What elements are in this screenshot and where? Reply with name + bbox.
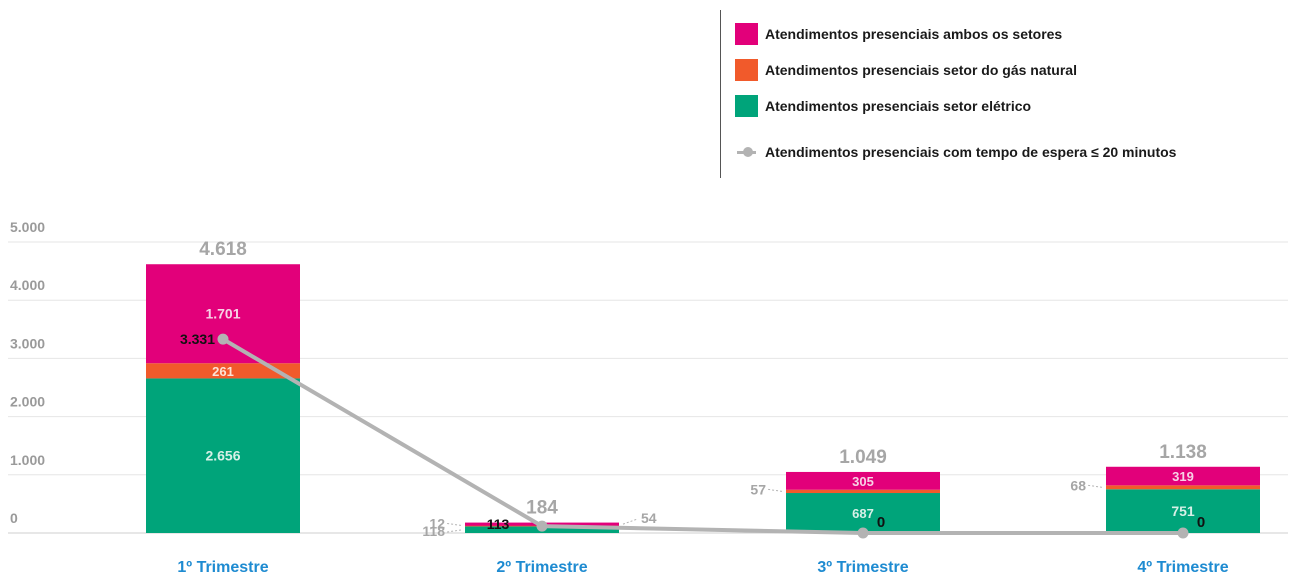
legend-line-swatch <box>735 141 758 163</box>
leader-line <box>446 529 462 533</box>
line-series <box>221 337 1185 535</box>
bar-segment <box>1106 466 1260 486</box>
legend-item: Atendimentos presenciais setor elétrico <box>735 95 1031 117</box>
line-point <box>1177 527 1189 539</box>
legend-item: Atendimentos presenciais setor do gás na… <box>735 59 1077 81</box>
leader-line <box>446 522 462 526</box>
leader-line <box>1087 484 1103 488</box>
bar-value-label: 54 <box>641 510 657 526</box>
line-point <box>857 527 869 539</box>
bar-segment <box>146 264 300 364</box>
bar-total-label: 1.049 <box>839 447 887 468</box>
bar-value-label: 113 <box>487 516 510 532</box>
bar-segment <box>1106 489 1260 533</box>
bar-total-label: 1.138 <box>1159 442 1207 463</box>
bar-segment <box>786 471 940 490</box>
bar-value-label: 2.656 <box>205 448 240 464</box>
line-point <box>217 333 229 345</box>
leader-line <box>767 488 783 492</box>
bar-value-label: 687 <box>852 506 874 521</box>
leader-line <box>622 518 638 525</box>
y-tick-label: 1.000 <box>10 452 45 468</box>
bar-value-label: 57 <box>750 481 766 497</box>
bar-segment <box>146 363 300 379</box>
bar-value-label: 12 <box>429 515 445 531</box>
bar-segment <box>786 493 940 533</box>
y-tick-label: 0 <box>10 510 18 526</box>
bar-segment <box>146 378 300 533</box>
bar-segment <box>786 489 940 494</box>
y-tick-label: 2.000 <box>10 394 45 410</box>
legend-label: Atendimentos presenciais setor elétrico <box>765 98 1032 114</box>
legend-swatch <box>735 23 758 45</box>
category-label: 1º Trimestre <box>177 559 268 575</box>
y-tick-label: 5.000 <box>10 219 45 235</box>
line-value-label: 118 <box>422 523 445 539</box>
line-value-label: 3.331 <box>180 331 215 347</box>
bar-segment <box>1106 485 1260 490</box>
line-value-label: 0 <box>1197 514 1205 531</box>
category-label: 4º Trimestre <box>1137 559 1228 575</box>
category-label: 2º Trimestre <box>496 559 587 575</box>
line-point <box>536 520 548 532</box>
y-tick-label: 4.000 <box>10 277 45 293</box>
legend-item: Atendimentos presenciais ambos os setore… <box>735 23 1062 45</box>
legend-line-marker <box>743 147 753 157</box>
bar-value-label: 751 <box>1171 503 1195 519</box>
chart-legend: Atendimentos presenciais ambos os setore… <box>720 10 1291 178</box>
bar-value-label: 319 <box>1172 469 1194 484</box>
category-label: 3º Trimestre <box>817 559 908 575</box>
bar-total-label: 4.618 <box>199 239 247 260</box>
legend-label: Atendimentos presenciais com tempo de es… <box>765 144 1177 160</box>
bar-value-label: 305 <box>852 474 874 489</box>
legend-label: Atendimentos presenciais ambos os setore… <box>765 26 1063 42</box>
legend-swatch <box>735 59 758 81</box>
bar-value-label: 68 <box>1070 477 1086 493</box>
legend-swatch <box>735 95 758 117</box>
y-tick-label: 3.000 <box>10 335 45 351</box>
bar-total-label: 184 <box>526 498 558 519</box>
line-value-label: 0 <box>877 514 885 531</box>
legend-item: Atendimentos presenciais com tempo de es… <box>735 141 1176 163</box>
bar-value-label: 261 <box>212 364 234 379</box>
legend-label: Atendimentos presenciais setor do gás na… <box>765 62 1077 78</box>
bar-value-label: 1.701 <box>205 306 240 322</box>
